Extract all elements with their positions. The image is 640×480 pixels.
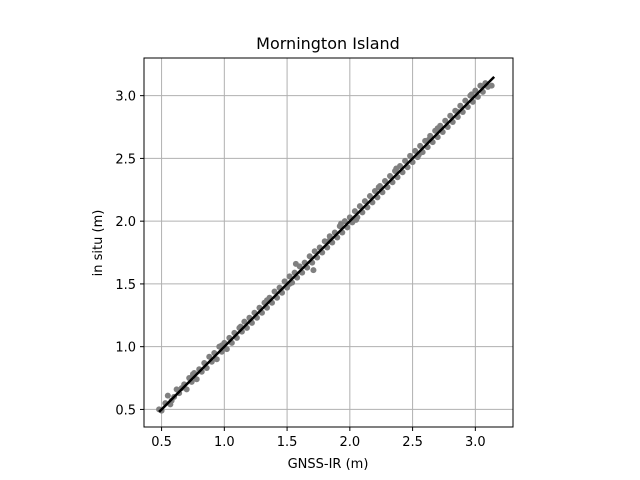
plot-frame	[143, 57, 514, 428]
fit-line-group	[158, 75, 496, 413]
x-tick-label-2: 1.5	[277, 435, 298, 450]
data-point-125	[472, 87, 479, 94]
data-point-89	[381, 178, 388, 184]
data-point-103	[417, 142, 424, 149]
data-point-85	[371, 188, 378, 195]
data-point-81	[361, 198, 368, 205]
data-point-77	[351, 208, 358, 215]
fit-line	[158, 75, 496, 413]
grid	[144, 58, 513, 427]
data-point-147	[468, 91, 475, 98]
data-point-83	[366, 193, 373, 200]
data-point-101	[412, 147, 419, 154]
x-tick-label-4: 2.5	[402, 435, 423, 450]
x-tick-label-5: 3.0	[465, 435, 486, 450]
y-tick-label-3: 2.0	[115, 215, 136, 230]
data-point-61	[311, 248, 318, 255]
y-axis-label: in situ (m)	[91, 210, 106, 277]
data-point-143	[393, 165, 400, 172]
y-axis-ticks: 0.5 1.0 1.5 2.0 2.5 3.0	[115, 90, 144, 418]
data-point-99	[407, 152, 414, 159]
data-point-45	[271, 288, 278, 295]
x-axis-label: GNSS-IR (m)	[288, 457, 369, 472]
data-point-138	[292, 260, 299, 267]
data-point-115	[447, 112, 454, 119]
x-axis-ticks: 0.5 1.0 1.5 2.0 2.5 3.0	[151, 427, 486, 450]
data-point-10	[183, 386, 190, 393]
data-point-14	[193, 376, 200, 383]
data-point-49	[281, 278, 288, 285]
data-point-119	[457, 102, 464, 109]
data-point-26	[223, 346, 230, 353]
y-tick-label-4: 2.5	[115, 152, 136, 167]
y-tick-label-1: 1.0	[115, 341, 136, 356]
data-point-59	[306, 253, 313, 260]
data-point-97	[402, 157, 409, 164]
data-point-113	[442, 117, 449, 124]
y-tick-label-0: 0.5	[115, 403, 136, 418]
data-point-33	[241, 318, 248, 325]
data-point-127	[477, 82, 484, 89]
chart-title: Mornington Island	[256, 34, 400, 53]
data-point-91	[387, 172, 393, 179]
data-point-139	[310, 267, 317, 274]
x-tick-label-3: 2.0	[339, 435, 360, 450]
data-point-131	[488, 82, 495, 89]
x-tick-label-0: 0.5	[151, 435, 172, 450]
data-point-19	[206, 353, 213, 360]
data-point-79	[356, 203, 363, 210]
y-tick-label-5: 3.0	[115, 90, 136, 105]
data-point-67	[326, 233, 333, 240]
y-tick-label-2: 1.5	[115, 278, 136, 293]
data-point-51	[286, 273, 293, 280]
data-point-22	[213, 356, 220, 363]
data-point-145	[434, 125, 441, 132]
data-point-141	[353, 216, 360, 223]
data-point-3	[164, 392, 171, 399]
data-point-140	[338, 220, 345, 227]
data-point-121	[462, 97, 469, 104]
data-point-142	[375, 184, 382, 191]
x-tick-label-1: 1.0	[214, 435, 235, 450]
